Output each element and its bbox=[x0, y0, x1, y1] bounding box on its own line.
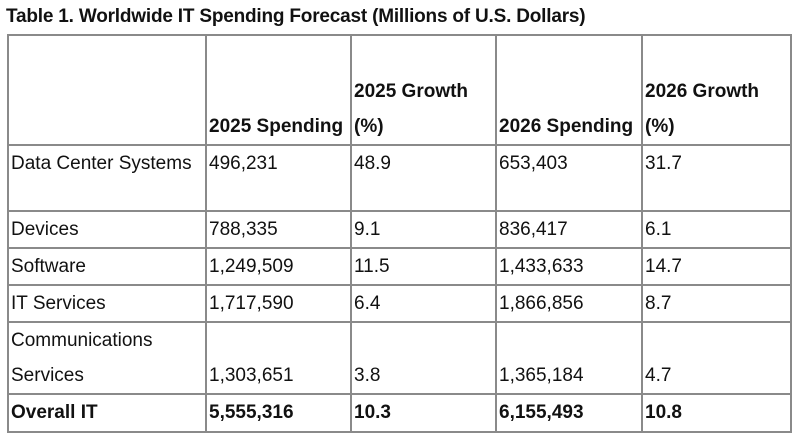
table-cell: 496,231 bbox=[205, 144, 352, 212]
header-cell bbox=[7, 34, 207, 146]
table-cell: 48.9 bbox=[350, 144, 497, 212]
table-cell: 1,249,509 bbox=[205, 247, 352, 286]
header-cell: 2026 Growth (%) bbox=[641, 34, 792, 146]
table-cell: 788,335 bbox=[205, 210, 352, 249]
total-cell: 10.8 bbox=[641, 393, 792, 433]
table-cell: 1,365,184 bbox=[495, 321, 643, 395]
total-label: Overall IT bbox=[7, 393, 207, 433]
table-title: Table 1. Worldwide IT Spending Forecast … bbox=[6, 6, 586, 27]
total-cell: 5,555,316 bbox=[205, 393, 352, 433]
total-row: Overall IT 5,555,316 10.3 6,155,493 10.8 bbox=[7, 393, 792, 433]
row-label: Communications Services bbox=[7, 321, 207, 395]
table-cell: 6.4 bbox=[350, 284, 497, 323]
table-cell: 6.1 bbox=[641, 210, 792, 249]
table-cell: 11.5 bbox=[350, 247, 497, 286]
table-cell: 836,417 bbox=[495, 210, 643, 249]
row-label: Software bbox=[7, 247, 207, 286]
row-label: IT Services bbox=[7, 284, 207, 323]
table-cell: 8.7 bbox=[641, 284, 792, 323]
header-row: 2025 Spending 2025 Growth (%) 2026 Spend… bbox=[7, 34, 792, 146]
table-row: IT Services 1,717,590 6.4 1,866,856 8.7 bbox=[7, 284, 792, 323]
table-row: Data Center Systems 496,231 48.9 653,403 31.… bbox=[7, 144, 792, 212]
row-label: Data Center Systems bbox=[7, 144, 207, 212]
table-cell: 1,303,651 bbox=[205, 321, 352, 395]
total-cell: 6,155,493 bbox=[495, 393, 643, 433]
table-cell: 4.7 bbox=[641, 321, 792, 395]
header-cell: 2026 Spending bbox=[495, 34, 643, 146]
row-label: Devices bbox=[7, 210, 207, 249]
table-cell: 31.7 bbox=[641, 144, 792, 212]
table-cell: 653,403 bbox=[495, 144, 643, 212]
table-cell: 9.1 bbox=[350, 210, 497, 249]
header-cell: 2025 Growth (%) bbox=[350, 34, 497, 146]
table-row: Software 1,249,509 11.5 1,433,633 14.7 bbox=[7, 247, 792, 286]
table-cell: 1,433,633 bbox=[495, 247, 643, 286]
table-cell: 1,717,590 bbox=[205, 284, 352, 323]
table-cell: 1,866,856 bbox=[495, 284, 643, 323]
table-row: Devices 788,335 9.1 836,417 6.1 bbox=[7, 210, 792, 249]
table-row: Communications Services 1,303,651 3.8 1,365… bbox=[7, 321, 792, 395]
table-cell: 3.8 bbox=[350, 321, 497, 395]
it-spending-table: 2025 Spending 2025 Growth (%) 2026 Spend… bbox=[7, 34, 792, 433]
header-cell: 2025 Spending bbox=[205, 34, 352, 146]
table-cell: 14.7 bbox=[641, 247, 792, 286]
total-cell: 10.3 bbox=[350, 393, 497, 433]
